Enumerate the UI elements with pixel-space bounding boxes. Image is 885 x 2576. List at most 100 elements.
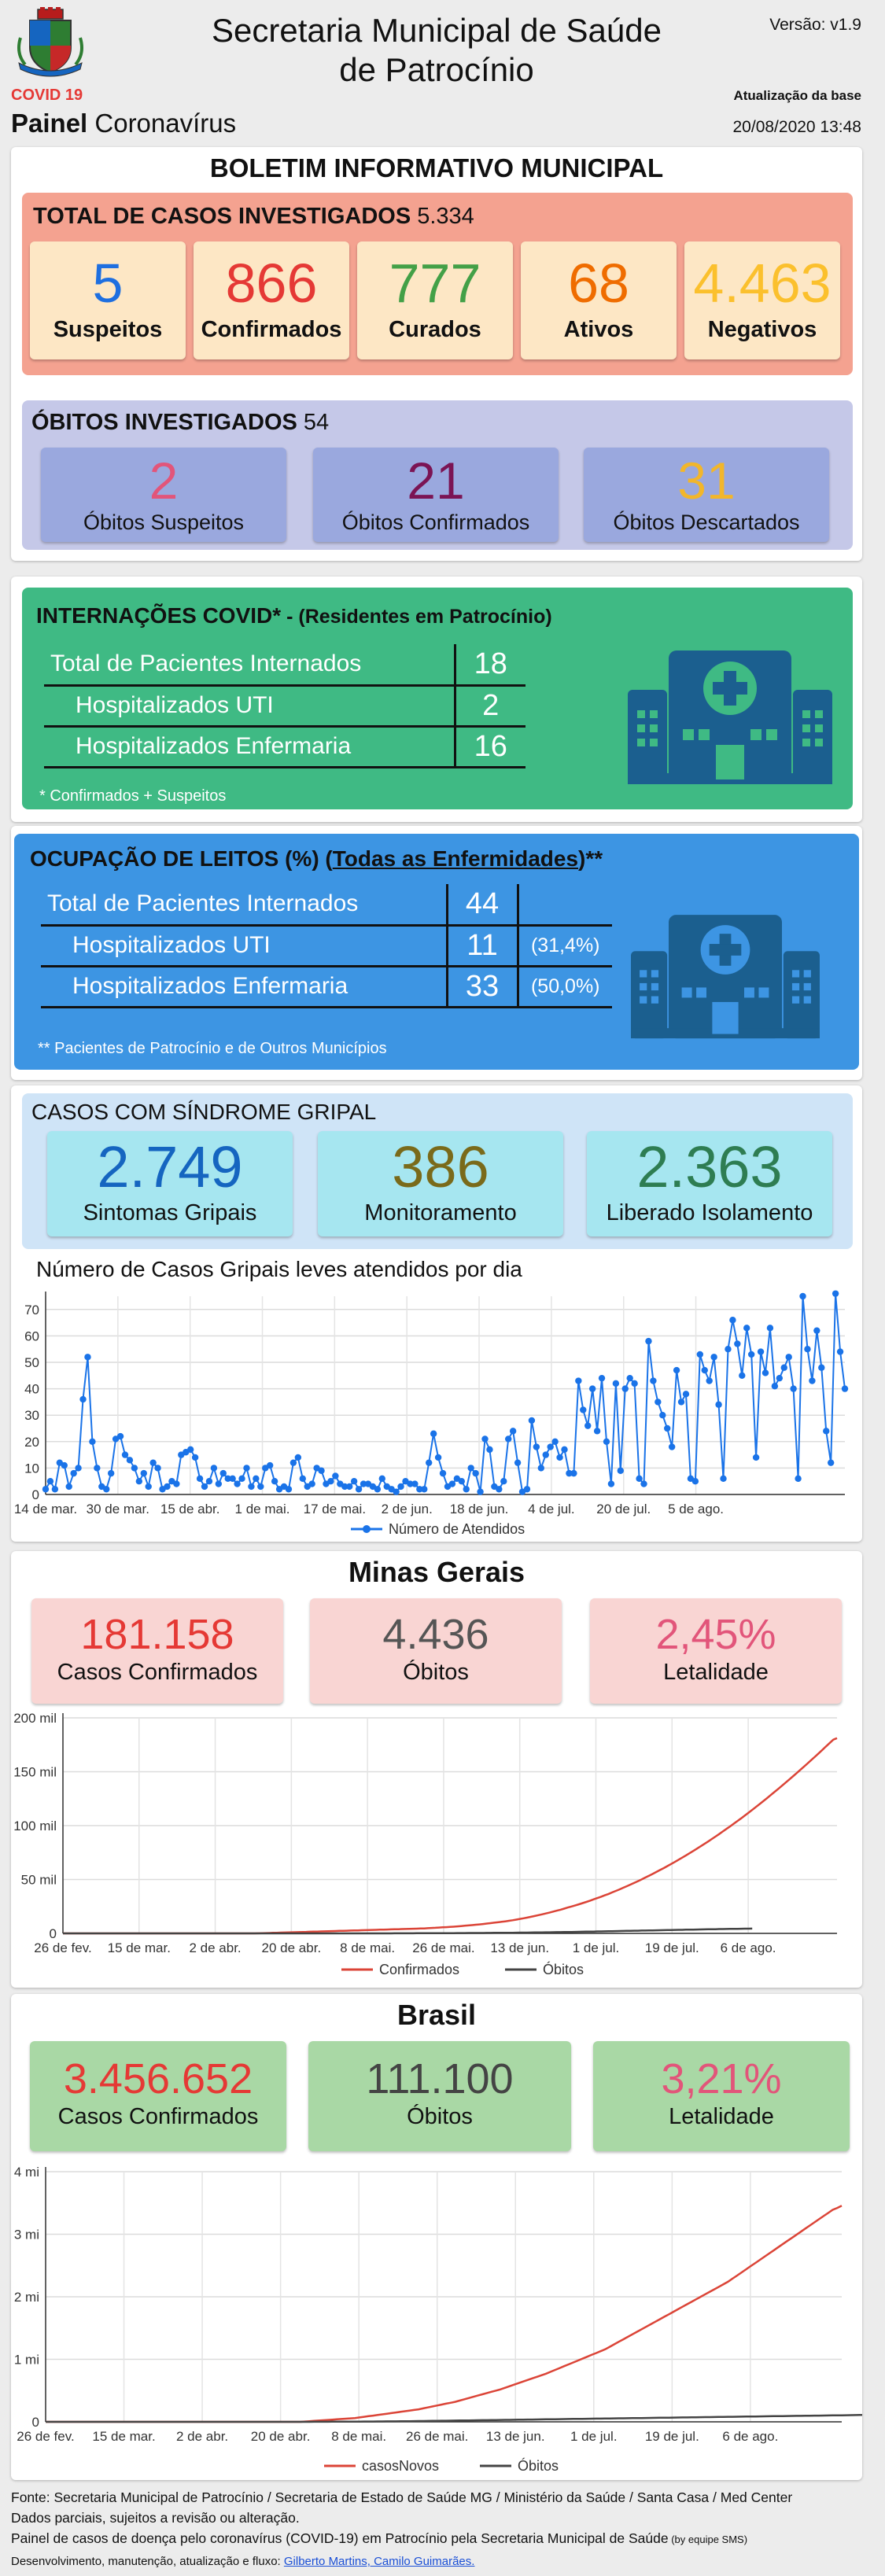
y-tick-label: 50 xyxy=(24,1355,39,1370)
data-point xyxy=(234,1480,241,1487)
legend-label: casosNovos xyxy=(362,2458,439,2474)
gripal-line-chart[interactable]: 0 10 20 30 40 50 60 70 14 de mar. 30 de mar. 15 de… xyxy=(11,1282,862,1542)
data-point xyxy=(448,1480,456,1487)
boletim-title: BOLETIM INFORMATIVO MUNICIPAL xyxy=(209,153,664,182)
data-point xyxy=(463,1486,470,1493)
legend-label: Número de Atendidos xyxy=(389,1521,525,1537)
tile-monitoramento[interactable]: 386 Monitoramento xyxy=(318,1131,563,1236)
tile-curados[interactable]: 777 Curados xyxy=(357,241,513,359)
data-point xyxy=(771,1383,779,1390)
mg-tile-letalidade[interactable]: 2,45% Letalidade xyxy=(590,1598,842,1704)
tile-obitos-descartados[interactable]: 31 Óbitos Descartados xyxy=(584,448,829,542)
x-tick-label: 8 de mai. xyxy=(331,2429,386,2444)
tile-suspeitos[interactable]: 5 Suspeitos xyxy=(30,241,186,359)
br-tile-letalidade[interactable]: 3,21% Letalidade xyxy=(593,2041,850,2151)
data-point xyxy=(332,1472,339,1480)
data-point xyxy=(841,1385,849,1392)
mg-tile-obitos[interactable]: 4.436 Óbitos xyxy=(310,1598,562,1704)
y-tick-label: 0 xyxy=(32,1487,39,1502)
data-point xyxy=(734,1340,741,1347)
y-tick-label: 100 mil xyxy=(13,1819,57,1833)
painel-title: Painel Coronavírus xyxy=(11,109,237,138)
data-point xyxy=(804,1346,811,1353)
data-point xyxy=(790,1385,797,1392)
data-point xyxy=(575,1377,582,1384)
data-point xyxy=(827,1459,835,1466)
data-point xyxy=(551,1438,559,1445)
leitos-panel: OCUPAÇÃO DE LEITOS (%) (Todas as Enfermi… xyxy=(14,834,859,1070)
data-point xyxy=(164,1483,171,1491)
data-point xyxy=(795,1475,802,1483)
mg-title: Minas Gerais xyxy=(348,1556,525,1588)
data-point xyxy=(747,1351,755,1358)
y-tick-label: 2 mi xyxy=(14,2290,39,2305)
data-point xyxy=(752,1454,760,1461)
data-point xyxy=(645,1337,652,1345)
data-point xyxy=(603,1438,610,1445)
data-point xyxy=(149,1459,157,1466)
data-point xyxy=(621,1385,629,1392)
data-point xyxy=(219,1469,227,1477)
data-point xyxy=(706,1377,713,1384)
br-line-chart[interactable]: 0 1 mi 2 mi 3 mi 4 mi 26 de fev. 15 de mar. 2 d… xyxy=(11,2158,862,2480)
data-point xyxy=(70,1469,77,1477)
data-point xyxy=(116,1432,124,1440)
data-point xyxy=(818,1364,825,1371)
x-tick-label: 2 de abr. xyxy=(176,2429,228,2444)
data-point xyxy=(345,1483,353,1491)
table-row: Hospitalizados Enfermaria 16 xyxy=(44,726,525,768)
data-point xyxy=(407,1480,414,1487)
tile-confirmados[interactable]: 866 Confirmados xyxy=(194,241,349,359)
data-point xyxy=(411,1480,419,1487)
x-tick-label: 19 de jul. xyxy=(645,1940,699,1955)
x-tick-label: 15 de mar. xyxy=(108,1940,171,1955)
br-tile-casos[interactable]: 3.456.652 Casos Confirmados xyxy=(30,2041,286,2151)
leitos-link[interactable]: Todas as Enfermidades xyxy=(332,846,579,871)
y-tick-label: 30 xyxy=(24,1408,39,1423)
tile-obitos-suspeitos[interactable]: 2 Óbitos Suspeitos xyxy=(41,448,286,542)
data-point xyxy=(636,1475,643,1483)
data-point xyxy=(89,1438,96,1445)
data-point xyxy=(500,1478,507,1485)
data-point xyxy=(668,1443,676,1450)
data-point xyxy=(299,1475,306,1483)
internacoes-title: INTERNAÇÕES COVID* - (Residentes em Patr… xyxy=(36,603,552,628)
br-tile-obitos[interactable]: 111.100 Óbitos xyxy=(308,2041,571,2151)
data-point xyxy=(505,1435,512,1443)
x-tick-label: 26 de mai. xyxy=(406,2429,468,2444)
x-tick-label: 6 de ago. xyxy=(722,2429,778,2444)
data-point xyxy=(285,1486,293,1493)
data-point xyxy=(51,1486,59,1493)
credits-link[interactable]: Gilberto Martins, Camilo Guimarães. xyxy=(283,2555,475,2568)
x-tick-label: 17 de mai. xyxy=(304,1502,366,1516)
data-point xyxy=(46,1478,54,1485)
series-line xyxy=(46,2414,862,2423)
mg-line-chart[interactable]: 0 50 mil 100 mil 150 mil 200 mil 26 de fev. 15… xyxy=(11,1708,862,1985)
gripal-title: CASOS COM SÍNDROME GRIPAL xyxy=(31,1100,377,1124)
data-point xyxy=(135,1478,143,1485)
data-point xyxy=(145,1483,152,1491)
footer-source: Fonte: Secretaria Municipal de Patrocíni… xyxy=(11,2489,793,2505)
data-point xyxy=(266,1461,274,1469)
tile-sintomas-gripais[interactable]: 2.749 Sintomas Gripais xyxy=(47,1131,293,1236)
data-point xyxy=(430,1430,437,1437)
footer-description: Painel de casos de doença pelo coronavír… xyxy=(11,2530,748,2546)
data-point xyxy=(65,1483,72,1491)
x-tick-label: 4 de jul. xyxy=(528,1502,575,1516)
mg-tile-casos[interactable]: 181.158 Casos Confirmados xyxy=(31,1598,283,1704)
data-point xyxy=(496,1486,503,1493)
y-tick-label: 200 mil xyxy=(13,1711,57,1726)
data-point xyxy=(659,1412,666,1419)
tile-liberado-isolamento[interactable]: 2.363 Liberado Isolamento xyxy=(587,1131,832,1236)
internacoes-card: INTERNAÇÕES COVID* - (Residentes em Patr… xyxy=(11,577,862,822)
tile-negativos[interactable]: 4.463 Negativos xyxy=(684,241,840,359)
data-point xyxy=(355,1486,363,1493)
x-tick-label: 20 de abr. xyxy=(251,2429,311,2444)
data-point xyxy=(248,1483,255,1491)
data-point xyxy=(472,1469,479,1477)
tile-ativos[interactable]: 68 Ativos xyxy=(521,241,677,359)
data-point xyxy=(664,1424,671,1432)
tile-obitos-confirmados[interactable]: 21 Óbitos Confirmados xyxy=(313,448,559,542)
y-tick-label: 70 xyxy=(24,1303,39,1317)
data-point xyxy=(584,1422,592,1429)
